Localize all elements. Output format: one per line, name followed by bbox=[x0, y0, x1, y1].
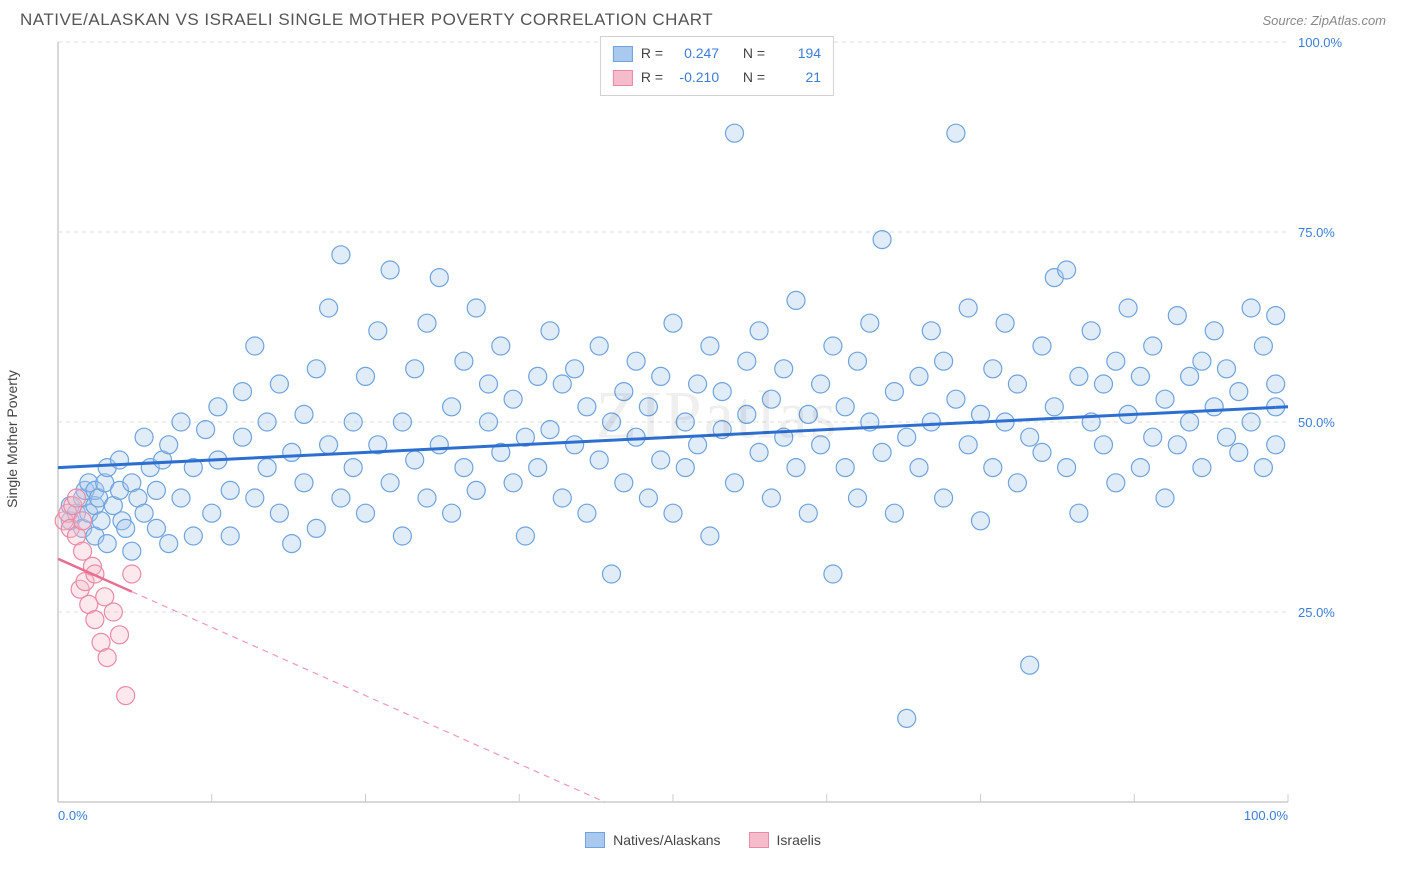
stat-n-value: 194 bbox=[773, 42, 821, 66]
legend-swatch bbox=[613, 46, 633, 62]
legend-swatch bbox=[749, 832, 769, 848]
legend-swatch bbox=[613, 70, 633, 86]
y-tick-label: 75.0% bbox=[1298, 225, 1335, 240]
stat-n-label: N = bbox=[743, 66, 765, 90]
stat-r-value: 0.247 bbox=[671, 42, 719, 66]
stats-legend: R = 0.247 N = 194 R = -0.210 N = 21 bbox=[600, 36, 834, 96]
y-tick-label: 100.0% bbox=[1298, 36, 1343, 50]
stat-r-label: R = bbox=[641, 42, 663, 66]
legend-label: Israelis bbox=[777, 832, 821, 848]
chart-area: Single Mother Poverty ZIPatlas 25.0%50.0… bbox=[48, 36, 1386, 826]
x-tick-label: 0.0% bbox=[58, 808, 88, 823]
stat-n-value: 21 bbox=[773, 66, 821, 90]
chart-source: Source: ZipAtlas.com bbox=[1262, 13, 1386, 28]
stats-row: R = -0.210 N = 21 bbox=[613, 66, 821, 90]
y-tick-label: 25.0% bbox=[1298, 605, 1335, 620]
stat-n-label: N = bbox=[743, 42, 765, 66]
y-axis-label: Single Mother Poverty bbox=[4, 370, 20, 508]
series-legend: Natives/Alaskans Israelis bbox=[0, 826, 1406, 851]
scatter-plot: 25.0% 50.0% 75.0% 100.0% 0.0% 100.0% bbox=[48, 36, 1368, 826]
y-tick-label: 50.0% bbox=[1298, 415, 1335, 430]
legend-label: Natives/Alaskans bbox=[613, 832, 720, 848]
x-tick-label: 100.0% bbox=[1244, 808, 1289, 823]
stat-r-value: -0.210 bbox=[671, 66, 719, 90]
legend-item: Israelis bbox=[749, 832, 821, 848]
legend-swatch bbox=[585, 832, 605, 848]
stat-r-label: R = bbox=[641, 66, 663, 90]
chart-title: NATIVE/ALASKAN VS ISRAELI SINGLE MOTHER … bbox=[20, 10, 713, 30]
legend-item: Natives/Alaskans bbox=[585, 832, 720, 848]
stats-row: R = 0.247 N = 194 bbox=[613, 42, 821, 66]
